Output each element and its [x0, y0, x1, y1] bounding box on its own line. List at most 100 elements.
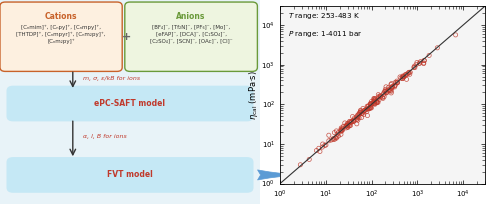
Point: [342, 126, 350, 130]
Point: [402, 78, 410, 81]
Point: [337, 128, 345, 131]
Point: [370, 97, 378, 100]
Point: [329, 138, 337, 141]
Point: [338, 126, 346, 130]
Point: [380, 93, 388, 96]
Point: [355, 116, 363, 119]
Point: [353, 118, 361, 121]
Point: [376, 95, 384, 98]
Point: [344, 126, 352, 129]
Point: [386, 89, 394, 92]
Point: [394, 81, 402, 84]
Point: [340, 125, 347, 128]
Point: [379, 97, 387, 100]
Point: [350, 118, 358, 122]
Point: [399, 74, 407, 78]
Point: [370, 101, 378, 104]
Point: [330, 138, 338, 141]
Point: [368, 102, 376, 105]
Point: [388, 85, 396, 89]
Point: [411, 66, 419, 69]
Point: [371, 99, 379, 102]
Text: Cations: Cations: [45, 12, 78, 21]
Point: [425, 54, 433, 57]
Point: [363, 105, 371, 108]
Point: [410, 66, 418, 69]
Point: [350, 119, 358, 122]
Point: [342, 124, 350, 127]
Point: [366, 106, 374, 109]
Point: [400, 75, 408, 79]
Point: [356, 109, 364, 113]
Point: [361, 109, 369, 112]
Point: [368, 106, 376, 110]
Point: [315, 147, 323, 150]
Point: [410, 65, 418, 68]
Point: [318, 145, 326, 149]
Point: [420, 59, 428, 62]
Point: [337, 129, 345, 132]
Point: [358, 111, 366, 115]
Point: [337, 130, 345, 133]
Point: [339, 128, 347, 131]
FancyBboxPatch shape: [6, 157, 254, 193]
Point: [346, 121, 354, 124]
Point: [385, 88, 393, 91]
Point: [382, 90, 390, 93]
Point: [337, 129, 345, 132]
Point: [364, 107, 372, 110]
Point: [375, 98, 383, 101]
Point: [327, 138, 335, 142]
Point: [397, 76, 405, 80]
Point: [364, 114, 372, 117]
Point: [398, 77, 406, 80]
Point: [372, 99, 380, 102]
Point: [354, 119, 362, 122]
Point: [364, 105, 372, 109]
Point: [334, 131, 342, 134]
Point: [370, 97, 378, 100]
Point: [434, 46, 442, 49]
Point: [393, 80, 401, 83]
Point: [347, 120, 355, 123]
Point: [346, 120, 354, 123]
Point: [404, 71, 412, 74]
Text: +: +: [122, 32, 130, 42]
Point: [374, 101, 382, 104]
Point: [388, 87, 396, 90]
Point: [391, 84, 399, 87]
Point: [355, 113, 363, 116]
Point: [400, 75, 407, 79]
Point: [452, 33, 460, 37]
Point: [406, 73, 414, 76]
Text: $P$ range: 1-4011 bar: $P$ range: 1-4011 bar: [288, 29, 362, 39]
Point: [350, 116, 358, 120]
Point: [341, 121, 349, 125]
Point: [344, 122, 352, 125]
Point: [375, 95, 383, 98]
Point: [359, 107, 367, 110]
Point: [322, 143, 330, 147]
Point: [380, 90, 388, 93]
Point: [357, 111, 365, 114]
Point: [382, 91, 390, 94]
Point: [382, 91, 390, 94]
Point: [354, 115, 362, 118]
Point: [420, 61, 428, 65]
Point: [358, 112, 366, 115]
Point: [371, 100, 379, 103]
Point: [321, 144, 329, 147]
Point: [346, 120, 354, 124]
Point: [404, 72, 411, 76]
Point: [356, 109, 364, 112]
Text: [Cₙmim]⁺, [Cₙpy]⁺, [Cₙmpy]⁺,
[THTDP]⁺, [Cₙmpyr]⁺, [Cₙm₂py]⁺,
[Cₙm₂py]⁺: [Cₙmim]⁺, [Cₙpy]⁺, [Cₙmpy]⁺, [THTDP]⁺, […: [16, 24, 106, 44]
Point: [366, 103, 374, 106]
Point: [356, 111, 364, 114]
Point: [374, 93, 382, 96]
Point: [416, 62, 424, 65]
Point: [420, 62, 428, 65]
Point: [366, 102, 374, 105]
Point: [358, 112, 366, 115]
Point: [388, 90, 396, 93]
Point: [360, 110, 368, 113]
